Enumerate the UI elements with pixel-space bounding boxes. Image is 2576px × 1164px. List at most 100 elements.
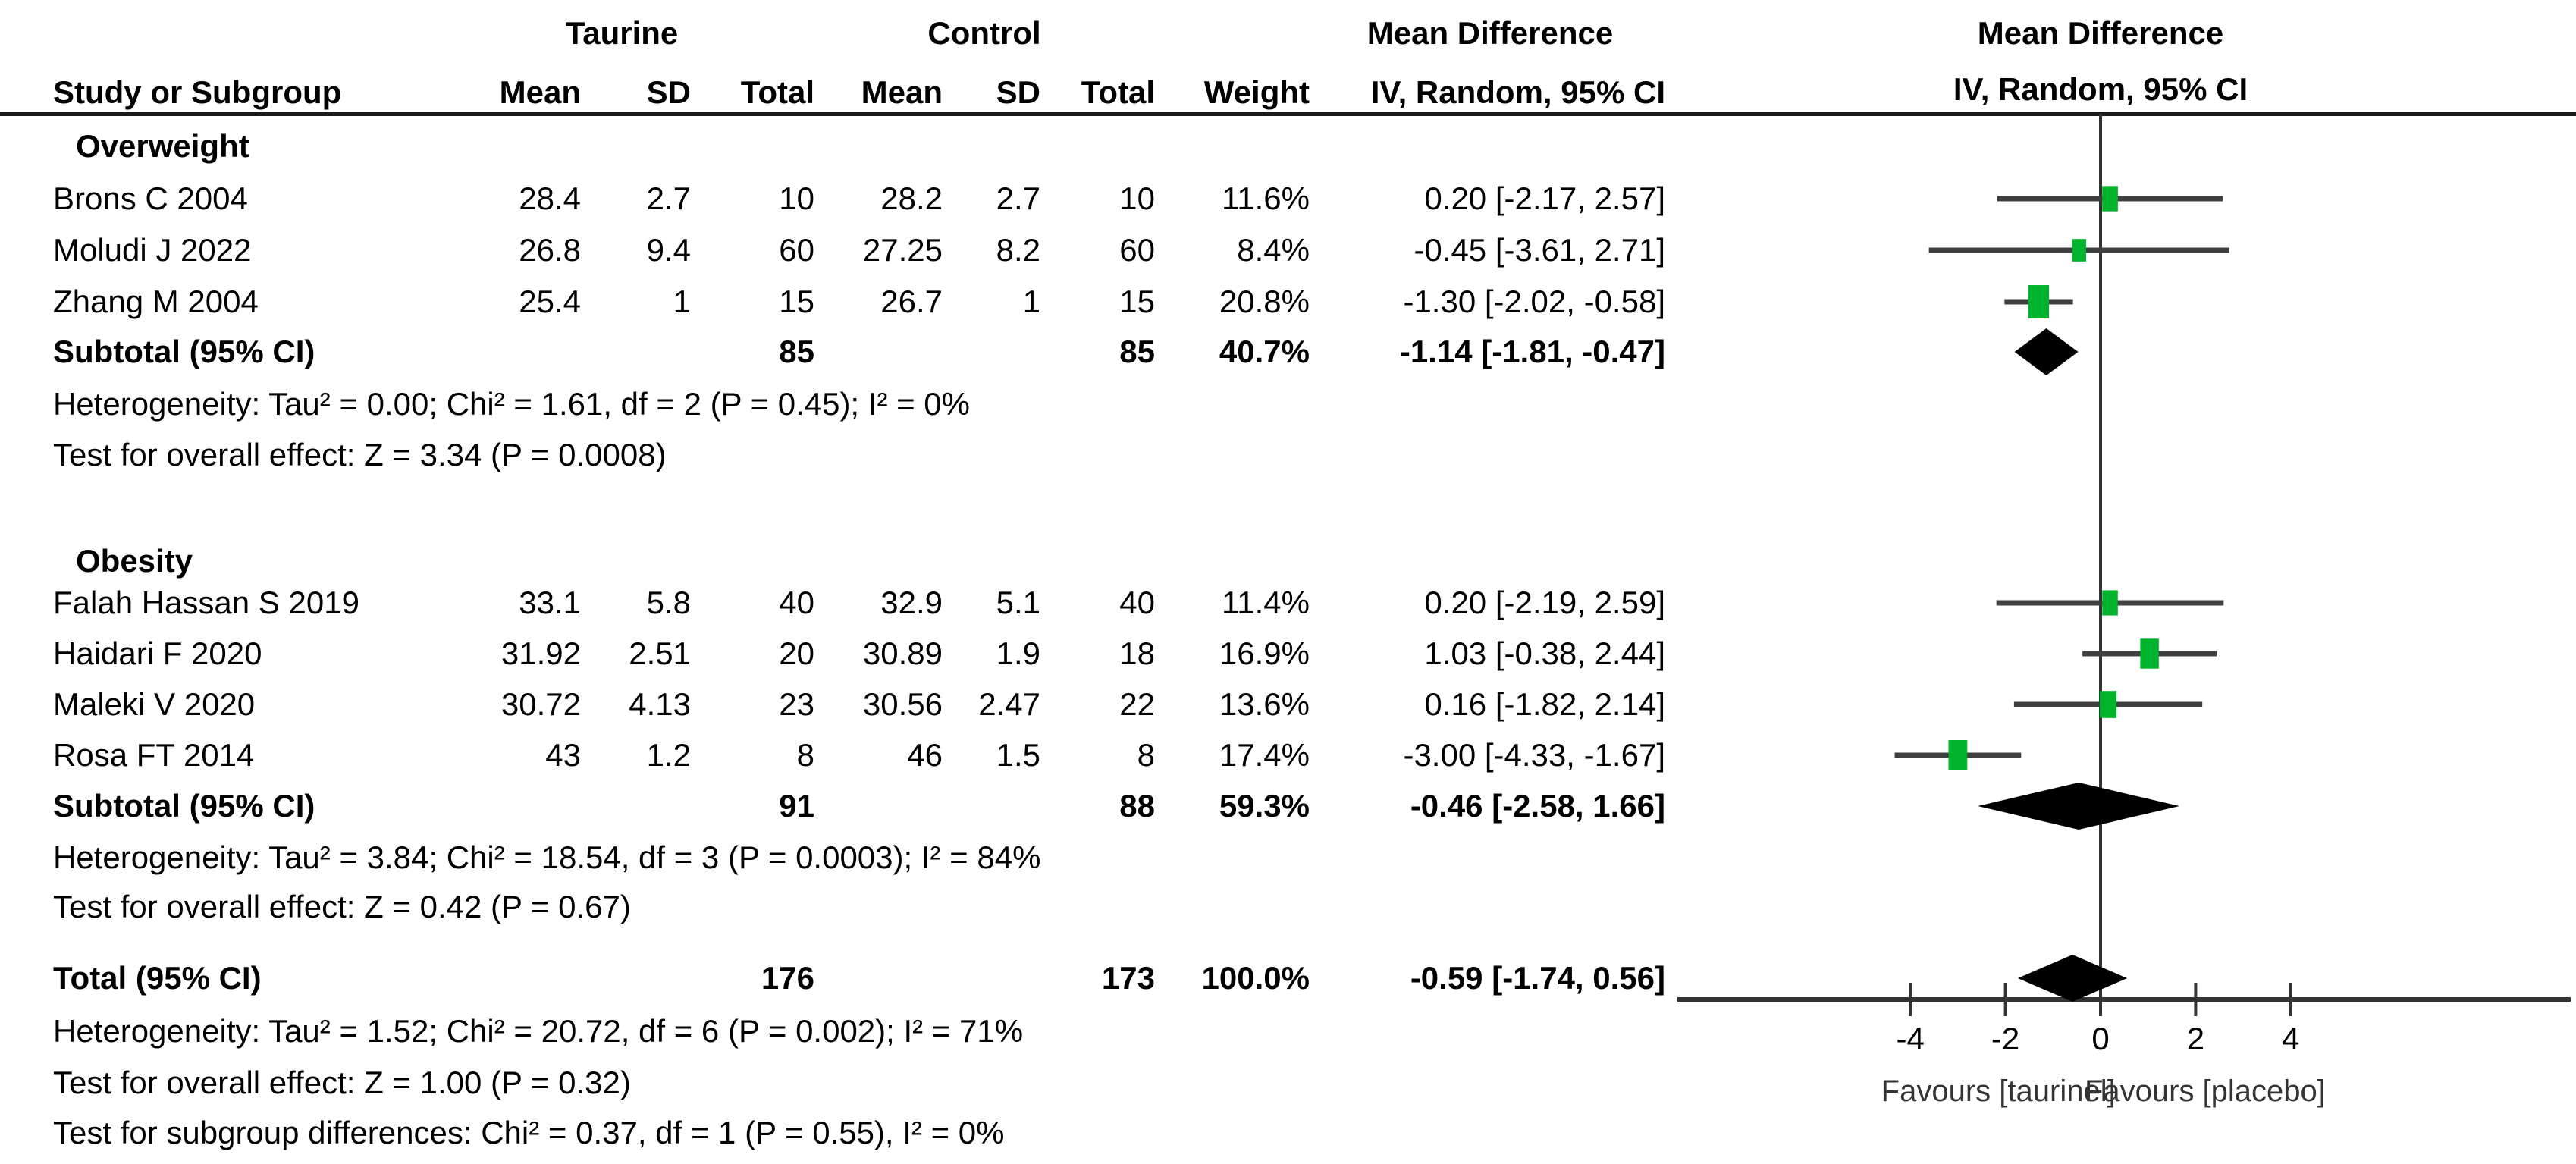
sd-control: 8.2: [996, 232, 1040, 268]
sd-taurine: 5.8: [646, 585, 691, 620]
grand-total-taurine: 176: [761, 960, 814, 996]
study-row: Moludi J 2022 26.8 9.4 60 27.25 8.2 60 8…: [0, 224, 1665, 276]
sd-control: 1.5: [996, 737, 1040, 773]
forest-plot-canvas: -4 -2 0 2 4 Favours [taurinel]Favours [placeb…: [1677, 114, 2571, 1108]
md-ci-value: 0.20 [-2.19, 2.59]: [1424, 585, 1665, 620]
total-taurine: 60: [779, 232, 814, 268]
mean-marker: [2102, 186, 2118, 212]
weight-value: 11.6%: [1222, 180, 1310, 216]
sd-control: 2.47: [978, 686, 1040, 722]
grand-total-weight: 100.0%: [1201, 960, 1310, 996]
mean-control: 27.25: [862, 232, 943, 268]
axis-tick-label: 2: [2187, 1021, 2204, 1056]
mean-taurine: 31.92: [500, 635, 581, 671]
grand-total-control: 173: [1101, 960, 1155, 996]
md-ci-value: -0.45 [-3.61, 2.71]: [1414, 232, 1665, 268]
weight-value: 16.9%: [1219, 635, 1310, 671]
total-control: 40: [1119, 585, 1155, 620]
total-control: 8: [1137, 737, 1155, 773]
sd-taurine: 1: [673, 284, 691, 319]
mean-taurine: 26.8: [519, 232, 581, 268]
total-taurine: 10: [779, 180, 814, 216]
subgroup-differences-note: Test for subgroup differences: Chi² = 0.…: [53, 1115, 1005, 1150]
total-label: Total (95% CI): [53, 960, 262, 996]
axis-tick-label: 4: [2282, 1021, 2299, 1056]
group-header-taurine: Taurine: [565, 15, 679, 51]
sd-control: 1.9: [996, 635, 1040, 671]
mean-taurine: 30.72: [500, 686, 581, 722]
md-ci-value: -3.00 [-4.33, -1.67]: [1403, 737, 1665, 773]
weight-value: 8.4%: [1237, 232, 1310, 268]
md-column-title: Mean Difference: [1366, 15, 1614, 51]
md-ci-value: -1.30 [-2.02, -0.58]: [1403, 284, 1665, 319]
heterogeneity-note: Heterogeneity: Tau² = 0.00; Chi² = 1.61,…: [53, 386, 970, 422]
col-total-taurine: Total: [740, 74, 814, 110]
sd-taurine: 9.4: [646, 232, 691, 268]
study-row: Haidari F 2020 31.92 2.51 20 30.89 1.9 1…: [0, 628, 1665, 679]
col-mean-taurine: Mean: [499, 74, 581, 110]
subtotal-md-ci: -0.46 [-2.58, 1.66]: [1410, 788, 1665, 824]
sd-control: 5.1: [996, 585, 1040, 620]
study-label: Brons C 2004: [53, 180, 248, 216]
subtotal-label: Subtotal (95% CI): [53, 334, 315, 369]
subtotal-total-control: 85: [1119, 334, 1155, 369]
heterogeneity-note: Heterogeneity: Tau² = 3.84; Chi² = 18.54…: [53, 839, 1041, 875]
axis-tick-label: -2: [1991, 1021, 2019, 1056]
sd-taurine: 4.13: [629, 686, 691, 722]
subgroup-title-overweight: Overweight: [76, 128, 249, 164]
mean-control: 30.89: [862, 635, 943, 671]
study-row: Falah Hassan S 2019 33.1 5.8 40 32.9 5.1…: [0, 577, 1665, 629]
total-taurine: 8: [796, 737, 814, 773]
sd-taurine: 1.2: [646, 737, 691, 773]
study-label: Moludi J 2022: [53, 232, 252, 268]
total-control: 15: [1119, 284, 1155, 319]
favours-left-label: Favours [taurinel]: [1881, 1075, 2116, 1108]
subtotal-weight: 40.7%: [1219, 334, 1310, 369]
col-mean-control: Mean: [861, 74, 943, 110]
mean-control: 30.56: [862, 686, 943, 722]
subtotal-diamond: [1978, 783, 2180, 830]
total-control: 60: [1119, 232, 1155, 268]
mean-control: 26.7: [880, 284, 943, 319]
mean-control: 32.9: [880, 585, 943, 620]
col-study: Study or Subgroup: [53, 74, 342, 110]
mean-marker: [2099, 691, 2117, 718]
subtotal-total-control: 88: [1119, 788, 1155, 824]
total-taurine: 40: [779, 585, 814, 620]
subtotal-label: Subtotal (95% CI): [53, 788, 315, 824]
total-row: Total (95% CI) 176 173 100.0% -0.59 [-1.…: [0, 952, 1665, 1004]
mean-marker: [2102, 590, 2118, 616]
mean-taurine: 25.4: [519, 284, 581, 319]
mean-marker: [2140, 638, 2159, 669]
total-control: 18: [1119, 635, 1155, 671]
plot-column-subtitle: IV, Random, 95% CI: [1953, 71, 2248, 107]
col-total-control: Total: [1081, 74, 1155, 110]
plot-column-title: Mean Difference: [1977, 15, 2224, 51]
subgroup-title-obesity: Obesity: [76, 543, 193, 579]
study-row: Rosa FT 2014 43 1.2 8 46 1.5 8 17.4% -3.…: [0, 729, 1665, 781]
subtotal-md-ci: -1.14 [-1.81, -0.47]: [1399, 334, 1665, 369]
col-md-ci: IV, Random, 95% CI: [1370, 74, 1665, 110]
col-sd-taurine: SD: [646, 74, 691, 110]
heterogeneity-note: Heterogeneity: Tau² = 1.52; Chi² = 20.72…: [53, 1013, 1024, 1049]
subtotal-row: Subtotal (95% CI) 91 88 59.3% -0.46 [-2.…: [0, 780, 1665, 832]
subtotal-row: Subtotal (95% CI) 85 85 40.7% -1.14 [-1.…: [0, 326, 1665, 378]
mean-control: 28.2: [880, 180, 943, 216]
subtotal-total-taurine: 85: [779, 334, 814, 369]
sd-control: 2.7: [996, 180, 1040, 216]
subtotal-weight: 59.3%: [1219, 788, 1310, 824]
md-ci-value: 0.16 [-1.82, 2.14]: [1424, 686, 1665, 722]
col-sd-control: SD: [996, 74, 1040, 110]
mean-marker: [2072, 239, 2086, 262]
weight-value: 13.6%: [1219, 686, 1310, 722]
total-control: 22: [1119, 686, 1155, 722]
overall-effect-note: Test for overall effect: Z = 3.34 (P = 0…: [53, 437, 667, 472]
weight-value: 17.4%: [1219, 737, 1310, 773]
overall-effect-note: Test for overall effect: Z = 1.00 (P = 0…: [53, 1065, 631, 1100]
subtotal-diamond: [2014, 328, 2079, 375]
study-row: Brons C 2004 28.4 2.7 10 28.2 2.7 10 11.…: [0, 173, 1665, 224]
study-label: Haidari F 2020: [53, 635, 262, 671]
study-label: Rosa FT 2014: [53, 737, 255, 773]
total-control: 10: [1119, 180, 1155, 216]
